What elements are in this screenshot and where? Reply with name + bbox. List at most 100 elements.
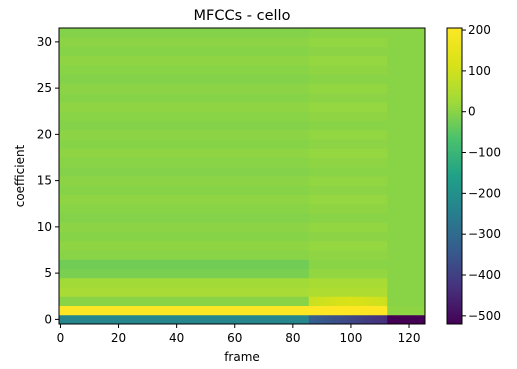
heatmap-row-coefficient-10 [59, 222, 426, 232]
heatmap-cell [364, 296, 368, 306]
heatmap-cell [59, 277, 310, 288]
heatmap-cell [343, 314, 348, 325]
heatmap-row-coefficient-30 [59, 37, 426, 47]
heatmap-cell [332, 314, 336, 325]
heatmap-cell [308, 277, 388, 288]
heatmap-row-coefficient-26 [59, 74, 426, 84]
heatmap-cell [59, 74, 310, 84]
heatmap-cell [59, 231, 310, 242]
heatmap-cell [308, 28, 426, 38]
y-tick-label: 20 [37, 127, 52, 141]
heatmap-cell [375, 296, 380, 306]
heatmap-cell [311, 296, 316, 306]
heatmap-cell [308, 287, 388, 297]
heatmap-row-coefficient-17 [59, 157, 426, 168]
heatmap-cell [381, 314, 385, 325]
heatmap-cell [308, 213, 426, 223]
y-axis-label: coefficient [13, 144, 27, 207]
colorbar-ticks: 200 100 0 −100 −200 −300 −400 −500 [462, 23, 501, 323]
heatmap-row-coefficient-13 [59, 194, 426, 205]
colorbar-tick-label: 200 [468, 23, 491, 37]
y-tick-label: 10 [37, 220, 52, 234]
heatmap-cell [349, 296, 353, 306]
heatmap-cell [59, 305, 388, 316]
heatmap-cell [387, 129, 426, 140]
colorbar-tick-label: 100 [468, 64, 491, 78]
heatmap-row-coefficient-7 [59, 250, 426, 260]
heatmap-cell [308, 231, 388, 242]
heatmap-row-coefficient-9 [59, 231, 426, 242]
heatmap-row-coefficient-12 [59, 203, 426, 214]
heatmap-cell [308, 129, 388, 140]
heatmap-cell [308, 102, 388, 112]
heatmap-cell [355, 314, 359, 325]
heatmap-cell [59, 240, 310, 251]
heatmap-row-coefficient-24 [59, 92, 426, 103]
heatmap-cell [334, 314, 339, 325]
heatmap-cell [323, 296, 327, 306]
heatmap-row-coefficient-2 [59, 296, 426, 306]
heatmap-cell [308, 92, 388, 103]
heatmap-cell [308, 250, 388, 260]
heatmap-cell [358, 314, 362, 325]
heatmap-cell [308, 185, 388, 195]
heatmap-cell [317, 314, 321, 325]
heatmap-cell [387, 222, 426, 232]
heatmap-row-coefficient-25 [59, 83, 426, 94]
heatmap-cell [387, 111, 426, 121]
heatmap-cell [59, 28, 310, 38]
heatmap-cell [308, 65, 388, 75]
heatmap-cell [349, 314, 353, 325]
heatmap-cell [59, 139, 310, 149]
heatmap-cell [326, 296, 330, 306]
heatmap-cell [366, 314, 371, 325]
heatmap-cell [308, 120, 426, 131]
heatmap-cell [366, 296, 371, 306]
heatmap-cell [369, 314, 374, 325]
heatmap-cell [59, 148, 310, 158]
heatmap-cell [308, 157, 388, 168]
heatmap-cell [59, 287, 310, 297]
y-tick-label: 15 [37, 174, 52, 188]
colorbar-tick-label: −400 [468, 268, 501, 282]
heatmap-cell [378, 314, 382, 325]
x-tick-label: 20 [111, 331, 126, 345]
colorbar-tick-label: 0 [468, 105, 476, 119]
x-tick-label: 60 [227, 331, 242, 345]
heatmap-cell [364, 314, 368, 325]
heatmap-cell [387, 314, 426, 325]
x-axis-ticks: 0 20 40 60 80 100 120 [57, 324, 420, 345]
plot-frame [58, 27, 426, 325]
heatmap-cell [59, 213, 310, 223]
heatmap-cell [337, 296, 342, 306]
heatmap-cell [59, 259, 310, 269]
heatmap-cells [59, 28, 426, 325]
heatmap-cell [311, 314, 316, 325]
heatmap-cell [369, 296, 374, 306]
x-tick-label: 0 [57, 331, 65, 345]
heatmap-cell [308, 268, 388, 279]
heatmap-row-coefficient-31 [59, 28, 426, 38]
heatmap-row-coefficient-4 [59, 277, 426, 288]
heatmap-cell [308, 314, 313, 325]
heatmap-row-coefficient-19 [59, 139, 426, 149]
heatmap-cell [387, 139, 426, 149]
heatmap-cell [323, 314, 327, 325]
heatmap-cell [59, 46, 310, 57]
heatmap-cell [387, 305, 426, 316]
x-axis-label: frame [224, 350, 260, 364]
heatmap-cell [59, 166, 310, 177]
heatmap-row-coefficient-20 [59, 129, 426, 140]
heatmap-row-coefficient-16 [59, 166, 426, 177]
heatmap-cell [59, 92, 310, 103]
heatmap-cell [320, 296, 324, 306]
heatmap-cell [308, 222, 388, 232]
heatmap-cell [387, 240, 426, 251]
heatmap-cell [387, 83, 426, 94]
x-tick-label: 40 [169, 331, 184, 345]
heatmap-cell [387, 296, 426, 306]
heatmap-cell [59, 65, 310, 75]
heatmap-cell [355, 296, 359, 306]
colorbar-tick-label: −200 [468, 186, 501, 200]
heatmap-row-coefficient-1 [59, 305, 426, 316]
